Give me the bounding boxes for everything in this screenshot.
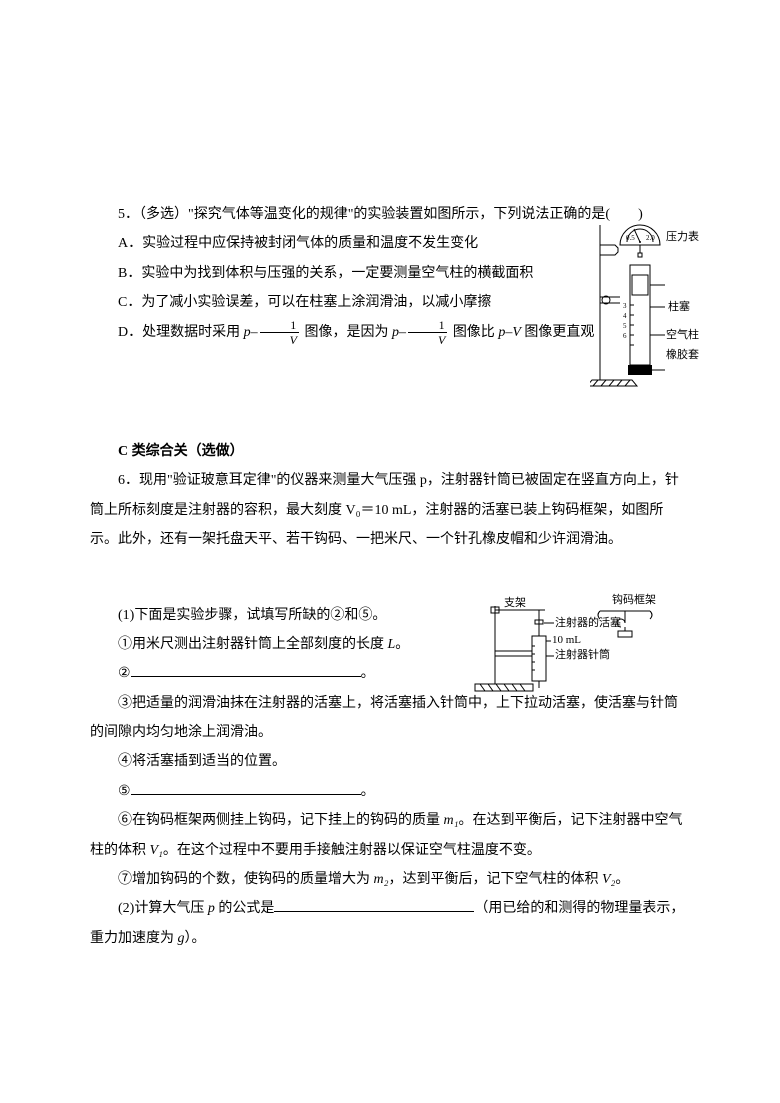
gauge-lo: 0.5	[626, 234, 635, 242]
frac-num: 1	[260, 319, 299, 333]
section-c-heading: C 类综合关（选做）	[90, 437, 690, 466]
plug-label: 柱塞	[668, 299, 690, 313]
svg-text:6: 6	[623, 332, 627, 340]
part2-mid: 的公式是	[215, 901, 275, 916]
q6-part2: (2)计算大气压 p 的公式是（用已给的和测得的物理量表示，重力加速度为 g）。	[90, 894, 690, 953]
step2-pre: ②	[118, 666, 131, 681]
q5-d-p1: p	[244, 325, 251, 340]
frac-den: V	[408, 333, 447, 346]
svg-text:5: 5	[623, 322, 627, 330]
stand-label: 支架	[504, 596, 526, 609]
gauge-label: 压力表	[666, 229, 699, 243]
q6-step7: ⑦增加钩码的个数，使钩码的质量增大为 m₂，达到平衡后，记下空气柱的体积 V₂。	[90, 865, 690, 894]
q5-d-mid: 图像，是因为	[301, 325, 392, 340]
q5-d-dash2: –	[399, 325, 406, 340]
step7-mid: ，达到平衡后，记下空气柱的体积	[388, 872, 602, 887]
q5-d-after: 图像比	[449, 325, 498, 340]
step6-pre: ⑥在钩码框架两侧挂上钩码，记下挂上的钩码的质量	[118, 813, 444, 828]
step7-post: 。	[615, 872, 629, 887]
part2-blank[interactable]	[274, 898, 474, 912]
svg-text:4: 4	[623, 312, 627, 320]
q6-stem: 6．现用"验证玻意耳定律"的仪器来测量大气压强 p，注射器针筒已被固定在竖直方向…	[90, 466, 690, 554]
gauge-hi: 2.0	[646, 234, 655, 242]
air-label: 空气柱	[666, 327, 699, 341]
step2-blank[interactable]	[131, 663, 361, 677]
frac-num: 1	[408, 319, 447, 333]
step1-post: 。	[395, 637, 409, 652]
step6-m1: m₁	[444, 813, 459, 828]
q5-d-end: 图像更直观	[521, 325, 595, 340]
q6-step6: ⑥在钩码框架两侧挂上钩码，记下挂上的钩码的质量 m₁。在达到平衡后，记下注射器中…	[90, 806, 690, 865]
vol-label: 10 mL	[552, 634, 581, 646]
question-6: 6．现用"验证玻意耳定律"的仪器来测量大气压强 p，注射器针筒已被固定在竖直方向…	[90, 466, 690, 953]
syringe-label: 注射器针筒	[555, 647, 610, 661]
q6-figure-region: 支架 10 mL 注射器针筒 注射器的活塞 钩码框架	[90, 601, 690, 954]
frac-den: V	[260, 333, 299, 346]
step2-post: 。	[361, 666, 375, 681]
step5-blank[interactable]	[131, 781, 361, 795]
step5-pre: ⑤	[118, 784, 131, 799]
step1-pre: ①用米尺测出注射器针筒上全部刻度的长度	[118, 637, 388, 652]
q5-d-p2: p	[392, 325, 399, 340]
q5-d-v3: V	[512, 325, 521, 340]
step6-v1: V₁	[150, 843, 163, 858]
question-5: 5．（多选）"探究气体等温变化的规律"的实验装置如图所示，下列说法正确的是( )…	[90, 200, 690, 347]
q5-d-frac2: 1V	[408, 319, 447, 346]
svg-text:3: 3	[623, 302, 627, 310]
q6-step4: ④将活塞插到适当的位置。	[90, 747, 690, 776]
step7-v2: V₂	[602, 872, 615, 887]
q6-step3: ③把适量的润滑油抹在注射器的活塞上，将活塞插入针筒中，上下拉动活塞，使活塞与针筒…	[90, 689, 690, 748]
step5-post: 。	[361, 784, 375, 799]
part2-p: p	[208, 901, 215, 916]
step7-pre: ⑦增加钩码的个数，使钩码的质量增大为	[118, 872, 374, 887]
q6-hookframe-figure: 钩码框架	[590, 593, 670, 643]
part2-end: ）。	[185, 931, 206, 946]
part2-g: g	[178, 931, 185, 946]
step7-m2: m₂	[374, 872, 389, 887]
step6-post: 。在这个过程中不要用手接触注射器以保证空气柱温度不变。	[163, 843, 541, 858]
q5-d-frac1: 1V	[260, 319, 299, 346]
hookframe-label: 钩码框架	[612, 593, 656, 606]
sleeve-label: 橡胶套	[666, 347, 699, 361]
q5-d-pre: D．处理数据时采用	[118, 325, 244, 340]
q6-step5: ⑤。	[90, 777, 690, 806]
q5-apparatus-figure: 0.5 2.0 压力表 柱塞 3 4 5 6 空气柱 橡胶套	[590, 215, 700, 390]
q5-d-dash1: –	[251, 325, 258, 340]
part2-pre: (2)计算大气压	[118, 901, 208, 916]
